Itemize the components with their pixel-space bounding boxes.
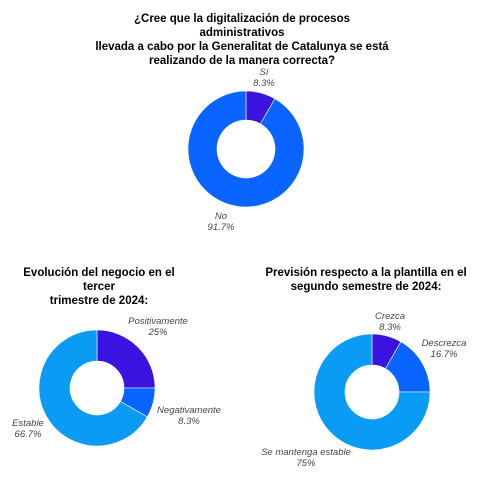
chart-2-slice-3 xyxy=(38,329,148,447)
chart-1-slice-2-label: No xyxy=(215,211,227,222)
chart-3-slice-2-label: Descrezca xyxy=(422,338,467,349)
chart-1-slice-2-value: 91.7% xyxy=(208,222,235,233)
chart-2-slice-3-value: 66.7% xyxy=(15,429,42,440)
chart-2-slice-1-label: Positivamente xyxy=(128,316,188,327)
chart-3-slice-3-label: Se mantenga estable xyxy=(261,447,351,458)
chart-2-title: Evolución del negocio en el tercer trime… xyxy=(23,267,175,307)
chart-2-slice-1 xyxy=(96,329,156,389)
chart-1-slice-2 xyxy=(187,90,305,208)
chart-2-slice-2-label: Negativamente xyxy=(157,405,221,416)
chart-3-slice-3 xyxy=(313,333,431,451)
chart-1-title: ¿Cree que la digitalización de procesos … xyxy=(95,13,389,67)
chart-3-slice-1-value: 8.3% xyxy=(379,322,401,333)
chart-2-slice-1-value: 25% xyxy=(147,327,168,338)
chart-1-slice-1-label: Sí xyxy=(260,67,270,78)
chart-2-slice-2-value: 8.3% xyxy=(178,416,200,427)
chart-3-slice-3-value: 75% xyxy=(296,458,316,469)
chart-3-slice-1-label: Crezca xyxy=(375,311,405,322)
chart-2-slice-3-label: Estable xyxy=(12,418,44,429)
chart-3-slice-2-value: 16.7% xyxy=(431,349,458,360)
chart-3-title: Previsión respecto a la plantilla en el … xyxy=(265,267,467,293)
chart-1-slice-1-value: 8.3% xyxy=(253,78,275,89)
